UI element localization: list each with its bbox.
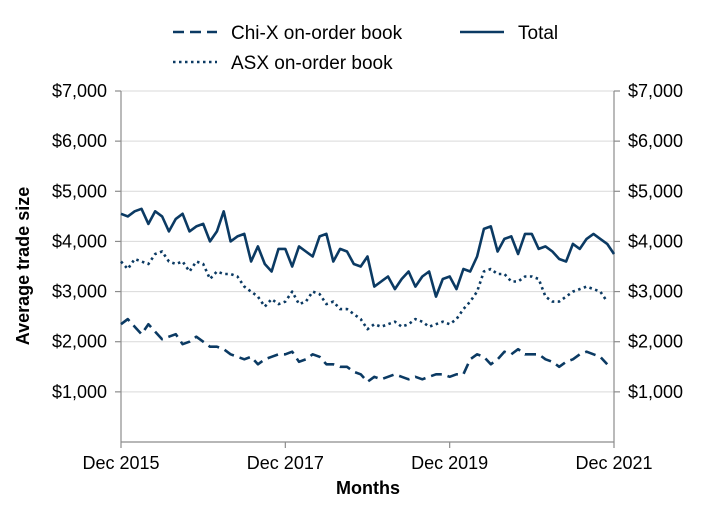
series-line-dotted <box>120 250 609 331</box>
right-y-tick-label: $2,000 <box>628 332 683 352</box>
axes <box>120 91 615 443</box>
x-tick-label: Dec 2021 <box>575 453 652 473</box>
left-y-tick-label: $3,000 <box>52 282 107 302</box>
right-y-tick-label: $7,000 <box>628 81 683 101</box>
left-y-tick-label: $2,000 <box>52 332 107 352</box>
series-line-dashed <box>120 317 609 384</box>
y-axis-title: Average trade size <box>13 187 33 345</box>
left-y-tick-label: $1,000 <box>52 382 107 402</box>
right-y-tick-label: $1,000 <box>628 382 683 402</box>
x-tick-label: Dec 2019 <box>411 453 488 473</box>
x-tick-labels: Dec 2015 Dec 2017 Dec 2019 Dec 2021 <box>82 442 653 473</box>
x-tick-label: Dec 2017 <box>247 453 324 473</box>
right-y-tick-label: $6,000 <box>628 131 683 151</box>
left-y-tick-label: $7,000 <box>52 81 107 101</box>
left-y-tick-labels: $1,000 $2,000 $3,000 $4,000 $5,000 $6,000 $7,0… <box>52 81 121 402</box>
left-y-tick-label: $6,000 <box>52 131 107 151</box>
right-y-tick-label: $3,000 <box>628 282 683 302</box>
legend-label: ASX on-order book <box>231 53 393 74</box>
x-tick-label: Dec 2015 <box>82 453 159 473</box>
series-line-solid <box>120 207 616 298</box>
left-y-tick-label: $4,000 <box>52 231 107 251</box>
legend-label: Total <box>518 23 558 44</box>
right-y-tick-labels: $1,000 $2,000 $3,000 $4,000 $5,000 $6,000 $7,0… <box>614 81 683 402</box>
right-y-tick-label: $5,000 <box>628 181 683 201</box>
gridlines <box>121 90 614 393</box>
legend: Chi-X on-order book ASX on-order book Tota… <box>173 23 558 74</box>
x-axis-title: Months <box>336 478 400 498</box>
series-lines <box>120 207 616 384</box>
left-y-tick-label: $5,000 <box>52 181 107 201</box>
right-y-tick-label: $4,000 <box>628 231 683 251</box>
legend-label: Chi-X on-order book <box>231 23 403 44</box>
